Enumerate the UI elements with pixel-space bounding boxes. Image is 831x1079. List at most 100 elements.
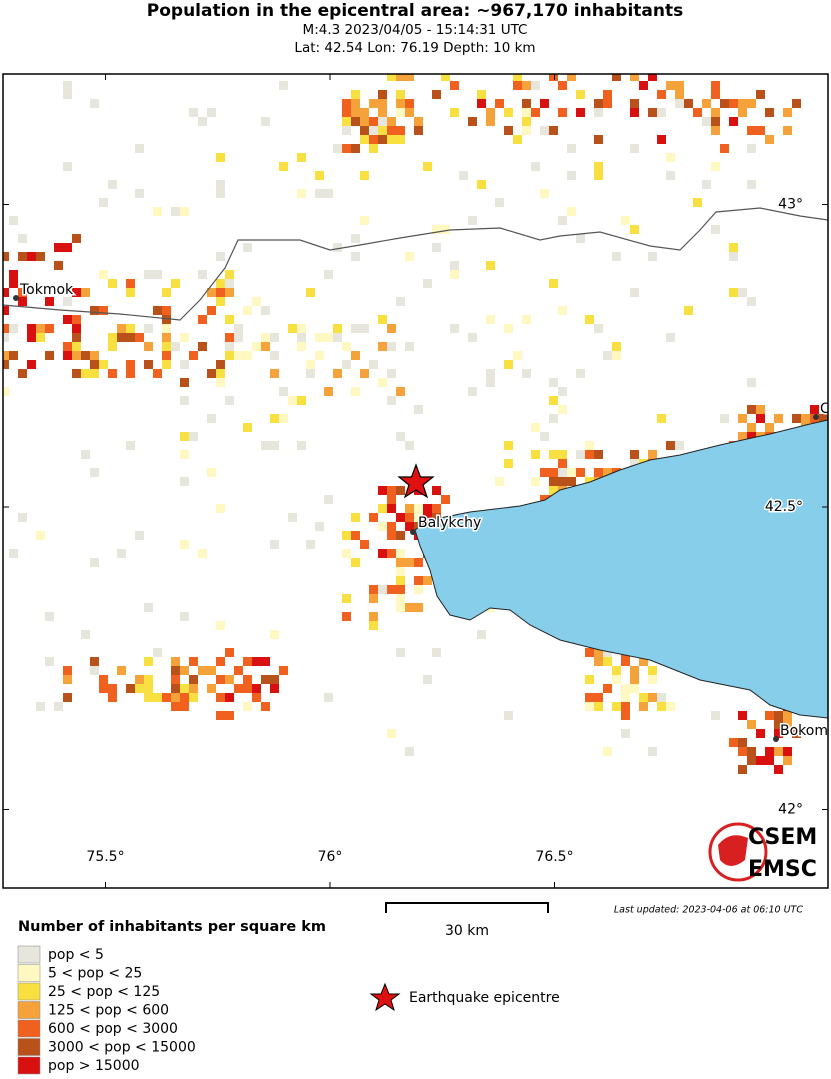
population-cell [378, 315, 387, 324]
population-cell [441, 495, 450, 504]
population-cell [135, 189, 144, 198]
population-cell [567, 468, 576, 477]
population-cell [792, 414, 801, 423]
population-cell [594, 162, 603, 171]
population-cell [387, 729, 396, 738]
population-cell [531, 108, 540, 117]
population-cell [279, 414, 288, 423]
population-cell [360, 135, 369, 144]
population-cell [648, 747, 657, 756]
population-cell [567, 171, 576, 180]
population-cell [126, 369, 135, 378]
population-cell [324, 495, 333, 504]
population-cell [198, 117, 207, 126]
logo-text: CSEM [748, 825, 817, 850]
population-cell [72, 288, 81, 297]
population-cell [153, 306, 162, 315]
population-cell [99, 306, 108, 315]
population-cell [549, 279, 558, 288]
population-cell [360, 171, 369, 180]
population-cell [333, 333, 342, 342]
population-cell [261, 675, 270, 684]
population-cell [108, 684, 117, 693]
population-cell [369, 594, 378, 603]
population-cell [306, 288, 315, 297]
population-cell [468, 63, 477, 72]
population-cell [396, 108, 405, 117]
population-cell [405, 342, 414, 351]
population-cell [486, 315, 495, 324]
population-cell [207, 468, 216, 477]
population-cell [162, 333, 171, 342]
subtitle: Lat: 42.54 Lon: 76.19 Depth: 10 km [294, 40, 535, 56]
places: Tokmok Balykchy C Bokom [13, 281, 828, 742]
population-cell [783, 108, 792, 117]
population-cell [468, 333, 477, 342]
population-cell [189, 693, 198, 702]
population-cell [801, 63, 810, 72]
population-cell [18, 369, 27, 378]
population-cell [585, 315, 594, 324]
population-cell [171, 657, 180, 666]
population-cell [261, 702, 270, 711]
legend-swatch [17, 1056, 41, 1075]
population-cell [711, 90, 720, 99]
population-cell [396, 387, 405, 396]
population-cell [207, 288, 216, 297]
population-cell [594, 468, 603, 477]
population-cell [90, 666, 99, 675]
population-cell [657, 702, 666, 711]
population-cell [414, 522, 423, 531]
population-cell [9, 351, 18, 360]
population-cell [612, 675, 621, 684]
population-cell [369, 360, 378, 369]
population-cell [333, 243, 342, 252]
population-cell [306, 360, 315, 369]
population-cell [225, 279, 234, 288]
population-cell [387, 342, 396, 351]
population-cell [558, 477, 567, 486]
population-cell [630, 54, 639, 63]
population-cell [747, 432, 756, 441]
legend-star [369, 982, 401, 1012]
population-cell [666, 171, 675, 180]
population-cell [225, 693, 234, 702]
population-cell [810, 405, 819, 414]
population-cell [162, 693, 171, 702]
population-cell [81, 450, 90, 459]
population-cell [738, 99, 747, 108]
population-cell [765, 135, 774, 144]
population-cell [783, 747, 792, 756]
population-cell [540, 495, 549, 504]
population-cell [594, 63, 603, 72]
legend-swatch [17, 964, 41, 982]
population-cell [99, 675, 108, 684]
population-cell [387, 117, 396, 126]
legend-swatch [17, 945, 41, 964]
population-cell [81, 351, 90, 360]
population-cell [747, 144, 756, 153]
population-cell [189, 108, 198, 117]
population-cell [648, 108, 657, 117]
population-cell [216, 711, 225, 720]
population-cell [648, 252, 657, 261]
population-cell [378, 90, 387, 99]
population-cell [585, 675, 594, 684]
lon-label: 76.5° [535, 849, 573, 865]
population-cell [396, 126, 405, 135]
population-cell [720, 99, 729, 108]
legend-swatch [17, 1001, 41, 1019]
population-cell [432, 225, 441, 234]
place-dot [410, 529, 416, 535]
population-cell [576, 369, 585, 378]
population-cell [36, 252, 45, 261]
population-cell [612, 342, 621, 351]
population-cell [162, 342, 171, 351]
population-cell [351, 531, 360, 540]
population-cell [135, 9, 144, 18]
population-cell [369, 99, 378, 108]
population-cell [189, 432, 198, 441]
population-cell [756, 90, 765, 99]
epicentre-star [397, 463, 435, 499]
